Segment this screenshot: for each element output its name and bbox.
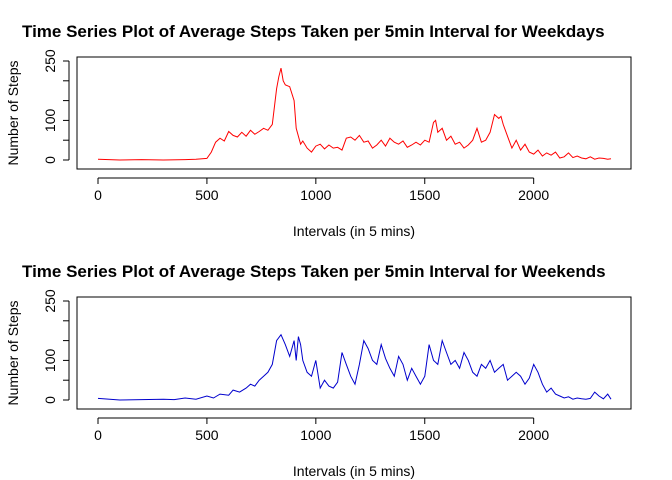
x-tick-label: 2000 <box>518 187 549 203</box>
weekends-series-line <box>97 333 612 401</box>
weekends-x-axis-label: Intervals (in 5 mins) <box>293 463 415 479</box>
weekends-plot: Time Series Plot of Average Steps Taken … <box>5 262 632 479</box>
y-tick-label: 100 <box>42 109 58 133</box>
weekends-y-axis-label: Number of Steps <box>5 300 21 405</box>
weekends-y-axis: 0 100 250 <box>42 289 70 404</box>
y-tick-label: 100 <box>42 349 58 373</box>
weekdays-series-line <box>97 67 612 161</box>
weekdays-x-axis: 0 500 1000 1500 2000 <box>94 177 549 203</box>
weekdays-plot: Time Series Plot of Average Steps Taken … <box>5 22 632 239</box>
x-tick-label: 500 <box>195 427 219 443</box>
weekdays-chart-title: Time Series Plot of Average Steps Taken … <box>22 22 605 41</box>
x-tick-label: 0 <box>94 427 102 443</box>
weekends-x-axis: 0 500 1000 1500 2000 <box>94 417 549 443</box>
x-tick-label: 1000 <box>300 187 331 203</box>
y-tick-label: 0 <box>42 156 58 164</box>
x-tick-label: 2000 <box>518 427 549 443</box>
x-tick-label: 1500 <box>409 427 440 443</box>
weekdays-y-axis: 0 100 250 <box>42 49 70 164</box>
y-tick-label: 0 <box>42 396 58 404</box>
weekdays-y-axis-label: Number of Steps <box>5 60 21 165</box>
x-tick-label: 1000 <box>300 427 331 443</box>
x-tick-label: 500 <box>195 187 219 203</box>
x-tick-label: 0 <box>94 187 102 203</box>
x-tick-label: 1500 <box>409 187 440 203</box>
weekends-chart-title: Time Series Plot of Average Steps Taken … <box>22 262 606 281</box>
y-tick-label: 250 <box>42 289 58 313</box>
weekdays-plot-frame <box>76 56 632 170</box>
weekends-plot-frame <box>76 296 632 410</box>
y-tick-label: 250 <box>42 49 58 73</box>
weekdays-x-axis-label: Intervals (in 5 mins) <box>293 223 415 239</box>
